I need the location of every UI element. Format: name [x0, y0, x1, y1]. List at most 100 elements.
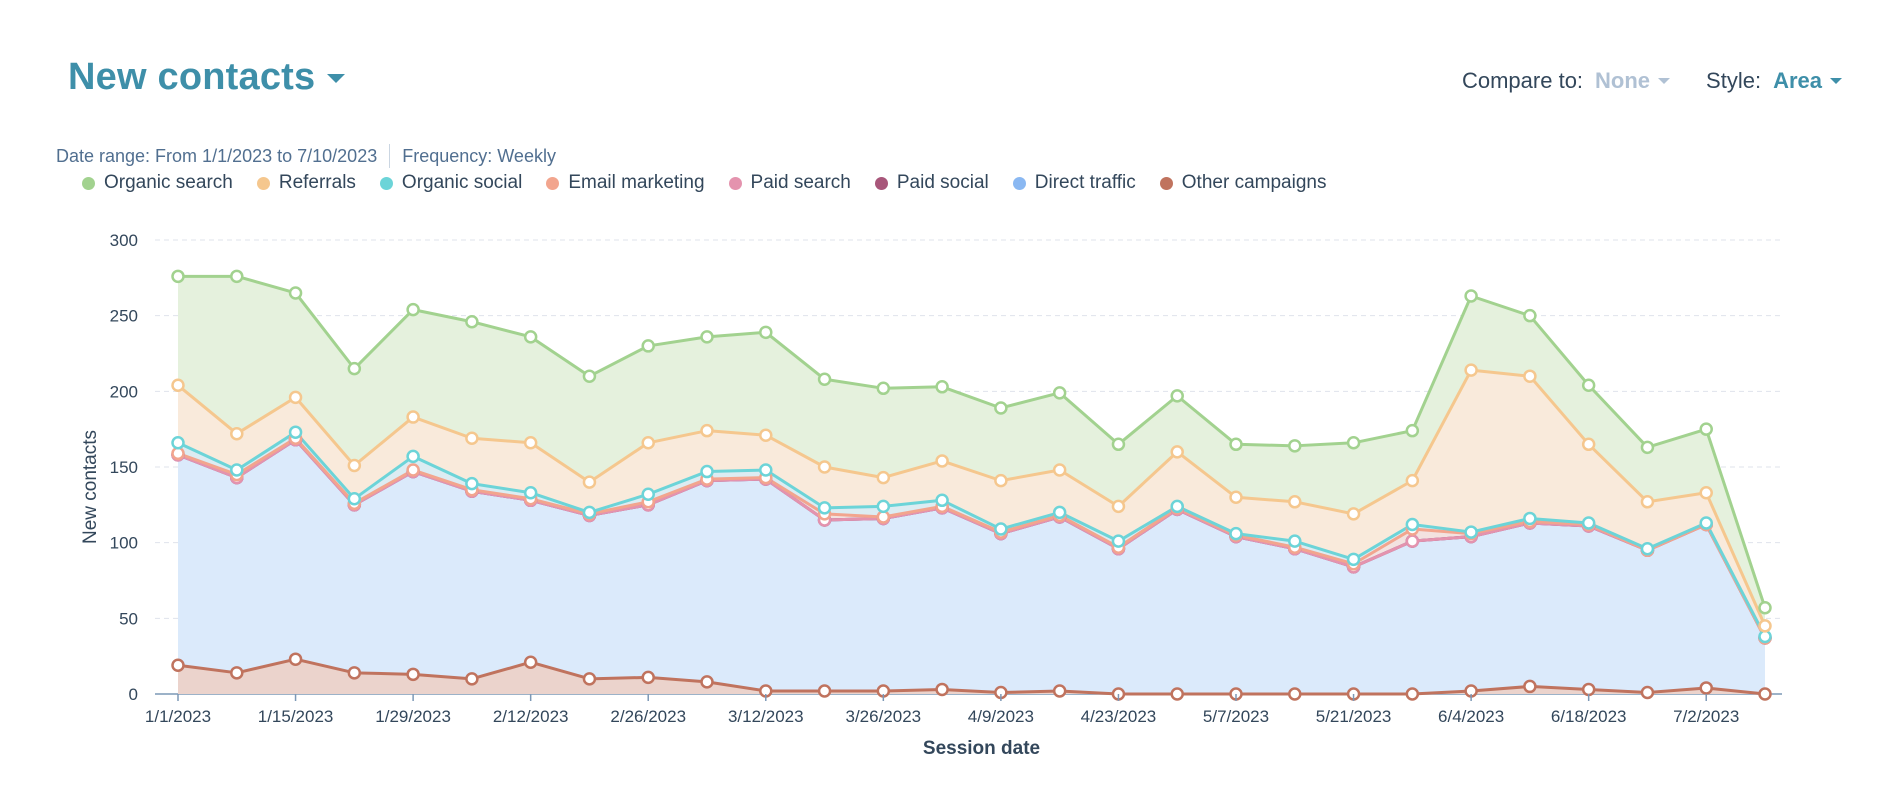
data-point [347, 492, 362, 506]
area-fill [178, 439, 1765, 694]
data-point [523, 655, 538, 669]
data-point [1229, 490, 1243, 505]
data-point [1581, 516, 1596, 530]
y-tick-label: 0 [129, 685, 138, 704]
meta-divider [389, 144, 391, 168]
area-fill [178, 659, 1765, 694]
data-point [465, 672, 479, 686]
x-tick-label: 4/9/2023 [968, 707, 1034, 726]
data-point [1170, 499, 1184, 514]
compare-value: None [1595, 68, 1651, 93]
data-point [935, 493, 949, 508]
data-point [1052, 463, 1067, 477]
legend-item[interactable]: Organic search [82, 172, 233, 194]
legend-item[interactable]: Paid social [874, 172, 989, 194]
data-point [1288, 495, 1302, 509]
data-point [465, 476, 479, 491]
data-point [1170, 389, 1184, 403]
data-point [230, 269, 244, 284]
legend-dot [256, 176, 270, 190]
legend-label: Referrals [278, 172, 356, 193]
data-point [523, 330, 538, 344]
data-point [1346, 552, 1361, 567]
legend-dot [728, 176, 742, 190]
chevron-down-icon [1658, 78, 1671, 84]
x-tick-label: 2/26/2023 [610, 707, 686, 726]
chevron-down-icon [327, 74, 346, 83]
y-tick-label: 200 [110, 382, 138, 401]
y-axis-title: New contacts [80, 430, 101, 544]
frequency-text: Frequency: Weekly [402, 145, 556, 166]
data-point [1699, 485, 1713, 500]
data-point [406, 302, 420, 317]
data-point [1523, 511, 1537, 526]
data-point [641, 339, 655, 353]
data-point [582, 369, 597, 383]
data-point [582, 672, 597, 686]
data-point [347, 666, 362, 680]
data-point [817, 684, 832, 698]
data-point [1111, 499, 1126, 514]
legend-label: Email marketing [568, 172, 705, 193]
data-point [994, 522, 1008, 536]
series-line [177, 657, 1766, 696]
data-point [1464, 525, 1478, 539]
data-point [1288, 687, 1302, 701]
legend-item[interactable]: Paid search [728, 172, 851, 194]
data-point [1699, 422, 1713, 436]
data-point [759, 463, 773, 477]
data-point [288, 390, 303, 405]
data-point [1640, 495, 1655, 509]
series-line [178, 274, 1767, 609]
date-range-text: Date range: From 1/1/2023 to 7/10/2023 [56, 145, 378, 166]
data-point [406, 449, 420, 464]
data-point [1581, 378, 1596, 393]
data-point [1464, 363, 1478, 377]
data-point [406, 667, 420, 682]
legend-item[interactable]: Email marketing [546, 172, 705, 194]
legend-dot [546, 176, 560, 190]
data-point [171, 269, 185, 284]
data-point [1288, 439, 1302, 453]
series-line [177, 368, 1767, 627]
data-point [1640, 440, 1655, 455]
data-point [465, 431, 479, 445]
data-point [1229, 437, 1243, 452]
legend-item[interactable]: Other campaigns [1159, 172, 1327, 194]
legend-label: Paid social [896, 172, 989, 193]
data-point [1640, 541, 1655, 556]
legend-dot [874, 176, 888, 190]
x-tick-label: 1/1/2023 [145, 707, 211, 726]
data-point [700, 330, 714, 344]
legend-label: Organic social [401, 172, 523, 193]
data-point [935, 454, 949, 468]
data-point [1288, 534, 1302, 548]
legend-label: Other campaigns [1181, 172, 1327, 193]
legend-item[interactable]: Referrals [256, 172, 356, 194]
legend-item[interactable]: Direct traffic [1012, 172, 1136, 194]
data-point [171, 658, 185, 672]
report-title-dropdown[interactable]: New contacts [68, 56, 346, 99]
area-fill [178, 370, 1765, 637]
data-point [582, 505, 597, 520]
data-point [935, 682, 949, 697]
data-point [1405, 473, 1420, 488]
data-point [1111, 437, 1126, 452]
x-tick-label: 6/4/2023 [1438, 707, 1504, 726]
data-point [1346, 507, 1361, 521]
x-tick-label: 3/12/2023 [728, 707, 804, 726]
series-line [177, 430, 1767, 638]
y-tick-label: 100 [110, 534, 138, 553]
legend-item[interactable]: Organic social [379, 172, 523, 194]
compare-dropdown[interactable]: None [1595, 68, 1671, 94]
data-point [994, 401, 1008, 415]
style-dropdown[interactable]: Area [1773, 68, 1842, 94]
data-point [817, 501, 832, 515]
data-point [1581, 437, 1596, 452]
data-point [700, 423, 714, 438]
legend-dot [1012, 176, 1026, 190]
data-point [288, 652, 303, 666]
y-tick-label: 150 [110, 458, 138, 477]
x-tick-label: 6/18/2023 [1551, 707, 1627, 726]
